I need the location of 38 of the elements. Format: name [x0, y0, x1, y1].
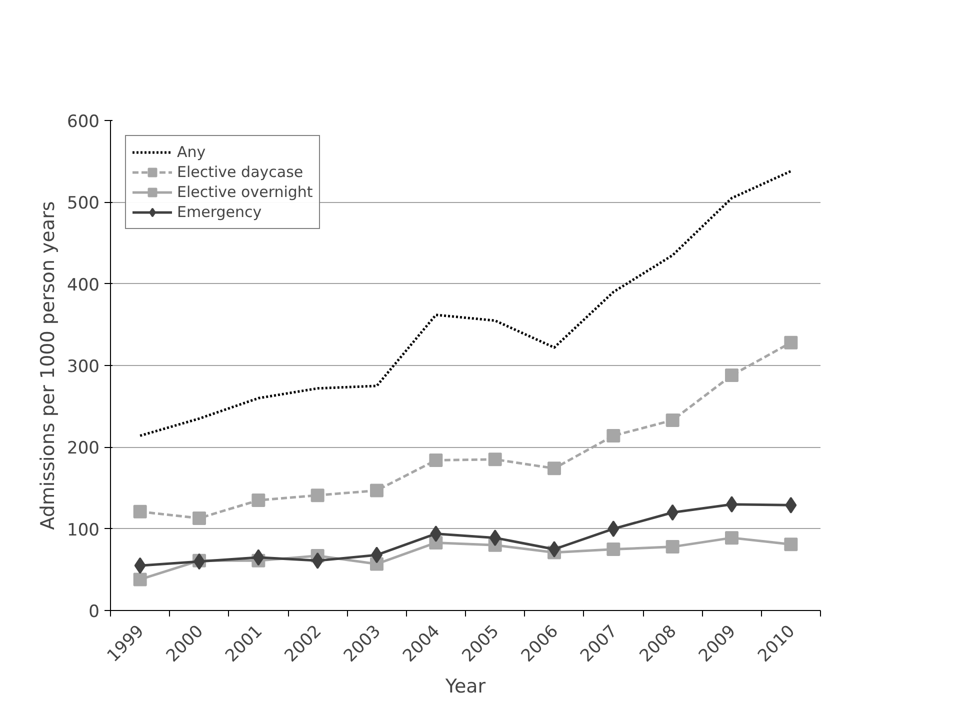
point — [666, 413, 680, 427]
point — [134, 557, 146, 574]
point — [430, 525, 442, 542]
y-tick-label: 400 — [67, 275, 100, 296]
point — [429, 453, 443, 467]
point — [608, 520, 620, 538]
point — [252, 494, 266, 507]
y-tick-label: 500 — [67, 194, 100, 214]
y-tick-label: 200 — [67, 438, 100, 459]
y-tick-label: 300 — [67, 357, 100, 377]
x-axis-title: Year — [444, 675, 486, 698]
point — [785, 496, 797, 514]
y-tick-label: 100 — [67, 520, 100, 540]
y-axis-title: Admissions per 1000 person years — [37, 201, 60, 530]
point — [133, 504, 147, 518]
point — [488, 452, 502, 466]
point — [548, 462, 561, 476]
legend-label: Emergency — [177, 203, 262, 221]
legend-label: Elective overnight — [177, 183, 313, 201]
point — [725, 368, 738, 382]
y-tick-label: 600 — [67, 112, 100, 132]
point — [312, 552, 324, 569]
point — [133, 572, 147, 586]
point — [784, 336, 798, 350]
point — [606, 428, 620, 442]
legend-label: Any — [177, 143, 206, 161]
point — [666, 540, 680, 554]
legend-label: Elective daycase — [177, 163, 304, 181]
point — [252, 549, 264, 566]
point — [370, 484, 384, 498]
point — [784, 538, 798, 552]
point — [489, 530, 501, 546]
point — [192, 511, 206, 525]
point — [606, 542, 620, 556]
y-tick-label: 0 — [88, 602, 100, 622]
point — [725, 531, 738, 545]
point — [310, 488, 324, 502]
point — [666, 504, 678, 521]
